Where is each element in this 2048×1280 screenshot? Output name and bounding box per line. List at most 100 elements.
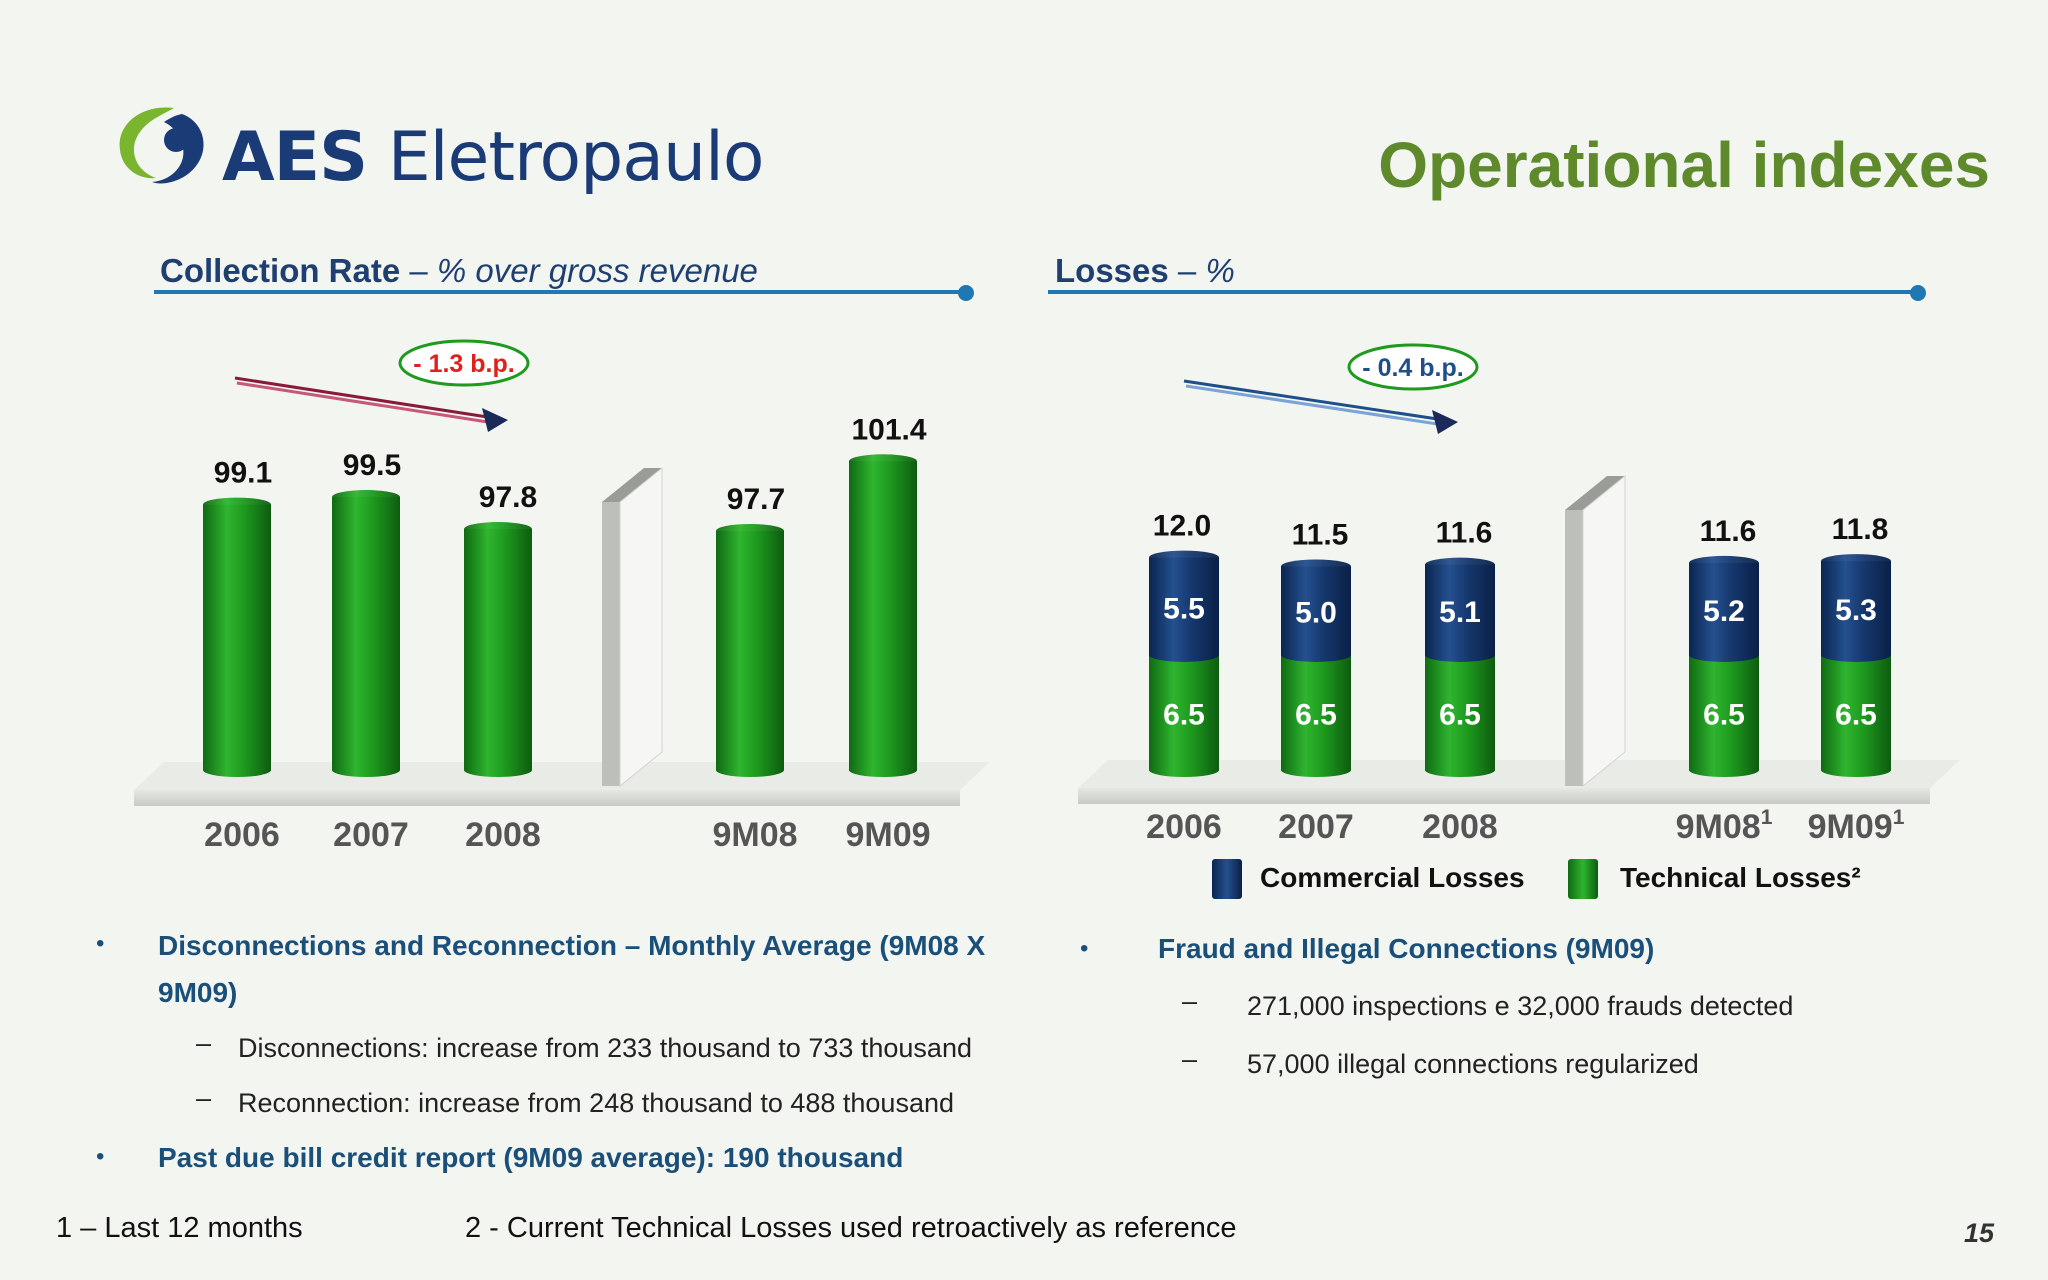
sub-reconnection: Reconnection: increase from 248 thousand… [238,1088,954,1118]
collection-x-tick: 2006 [204,816,280,854]
dash-marker: – [1182,986,1198,1016]
bullet-marker: • [96,1143,105,1170]
collection-value-label: 101.4 [851,413,926,446]
losses-total-label: 11.8 [1832,513,1889,546]
collection-bar-9M09 [849,461,917,770]
losses-bar-commercial-2006-cap [1149,550,1219,565]
footnote-2: 2 - Current Technical Losses used retroa… [465,1212,1237,1244]
collection-value-label: 97.7 [727,483,785,516]
legend-label-technical: Technical Losses² [1620,862,1861,893]
chart-floor-edge [1078,788,1930,804]
losses-total-label: 11.6 [1436,517,1493,550]
logo-mark [119,107,204,184]
losses-bar-commercial-2007 [1281,566,1351,655]
legend-swatch-technical [1568,859,1598,899]
losses-trend-arrow-head [1432,410,1458,434]
losses-total-label: 11.5 [1292,518,1349,551]
losses-technical-label: 6.5 [1703,698,1745,731]
collection-x-tick: 9M09 [845,816,930,854]
logo-wordmark: AES Eletropaulo [222,118,765,197]
legend-label-commercial: Commercial Losses [1260,862,1525,893]
chart-divider [602,502,620,786]
footnote-1: 1 – Last 12 months [56,1212,303,1244]
losses-x-tick: 2006 [1146,808,1222,846]
logo-light: Eletropaulo [387,118,765,197]
losses-bar-technical-2006 [1149,654,1219,770]
losses-annotation-oval [1347,343,1479,391]
collection-title-rule [154,290,966,294]
collection-bar-9M09-base [849,763,917,777]
losses-bar-commercial-9M09 [1821,561,1891,655]
losses-total-label: 12.0 [1153,510,1211,543]
collection-annotation: - 1.3 b.p. [413,350,514,378]
collection-x-tick: 2008 [465,816,541,854]
chart-divider-face [1582,474,1626,788]
collection-bar-2006 [203,504,271,770]
collection-title-bold: Collection Rate [160,252,401,289]
sub-disconnections: Disconnections: increase from 233 thousa… [238,1033,972,1063]
bullet-marker: • [96,930,105,957]
collection-bar-2007-cap [332,490,400,505]
dash-marker: – [1182,1044,1198,1074]
collection-bar-9M08 [716,530,784,770]
losses-bar-commercial-9M08-base [1689,647,1759,662]
collection-trend-arrow [234,376,495,420]
collection-bar-2007 [332,497,400,770]
collection-bar-2006-cap [203,497,271,512]
collection-rule-dot [958,285,974,301]
collection-value-label: 97.8 [479,481,537,514]
losses-bar-commercial-2006-base [1149,647,1219,662]
dash-marker: – [196,1028,212,1058]
chart-floor-edge [134,790,960,806]
sub-inspections: 271,000 inspections e 32,000 frauds dete… [1247,991,1794,1021]
collection-bar-2008 [464,529,532,770]
dash-marker: – [196,1083,212,1113]
losses-commercial-label: 5.1 [1439,596,1481,629]
losses-trend-arrow-inner [1185,384,1445,427]
bullet-marker: • [1080,935,1089,962]
losses-rule-dot [1910,285,1926,301]
losses-total-label: 11.6 [1700,515,1757,548]
losses-bar-commercial-9M08 [1689,562,1759,655]
losses-bar-commercial-2008 [1425,564,1495,655]
losses-commercial-label: 5.3 [1835,594,1877,627]
losses-title-italic: % [1205,252,1235,289]
losses-commercial-label: 5.0 [1295,597,1337,630]
losses-bar-technical-2008 [1425,654,1495,770]
losses-x-tick-superscript: 1 [1893,806,1905,829]
losses-title-bold: Losses [1055,252,1169,289]
chart-divider-top [602,468,662,502]
collection-x-tick: 9M08 [712,816,797,854]
bullet-disconnections: Disconnections and Reconnection – Monthl… [158,930,986,1008]
collection-bar-2008-cap [464,522,532,537]
collection-bar-9M09-cap [849,454,917,469]
losses-bar-technical-2007-base [1281,763,1351,777]
logo-bold: AES [222,118,368,197]
chart-divider [1565,510,1583,786]
losses-commercial-label: 5.5 [1163,592,1205,625]
losses-technical-label: 6.5 [1835,698,1877,731]
losses-commercial-label: 5.2 [1703,595,1745,628]
collection-trend-arrow-head [482,408,508,432]
chart-divider-face [619,466,663,788]
losses-title-rule [1048,290,1918,294]
losses-trend-arrow [1183,379,1445,422]
collection-annotation-oval [398,339,530,387]
losses-bar-technical-9M08 [1689,654,1759,770]
legend-swatch-commercial [1212,859,1242,899]
losses-bar-commercial-9M09-base [1821,647,1891,662]
losses-annotation: - 0.4 b.p. [1362,354,1463,382]
losses-bar-commercial-2008-base [1425,647,1495,662]
collection-bar-2008-base [464,763,532,777]
collection-title-sep: – [400,252,437,289]
losses-bar-commercial-2007-cap [1281,559,1351,574]
losses-x-tick-superscript: 1 [1761,806,1773,829]
losses-section-title: Losses – % [1055,252,1235,290]
losses-technical-label: 6.5 [1439,698,1481,731]
losses-bar-commercial-2007-base [1281,647,1351,662]
page-title: Operational indexes [1378,129,1990,201]
collection-value-label: 99.5 [343,449,401,482]
losses-x-tick: 9M091 [1808,806,1905,846]
bullet-fraud: Fraud and Illegal Connections (9M09) [1158,933,1655,964]
collection-x-tick: 2007 [333,816,409,854]
